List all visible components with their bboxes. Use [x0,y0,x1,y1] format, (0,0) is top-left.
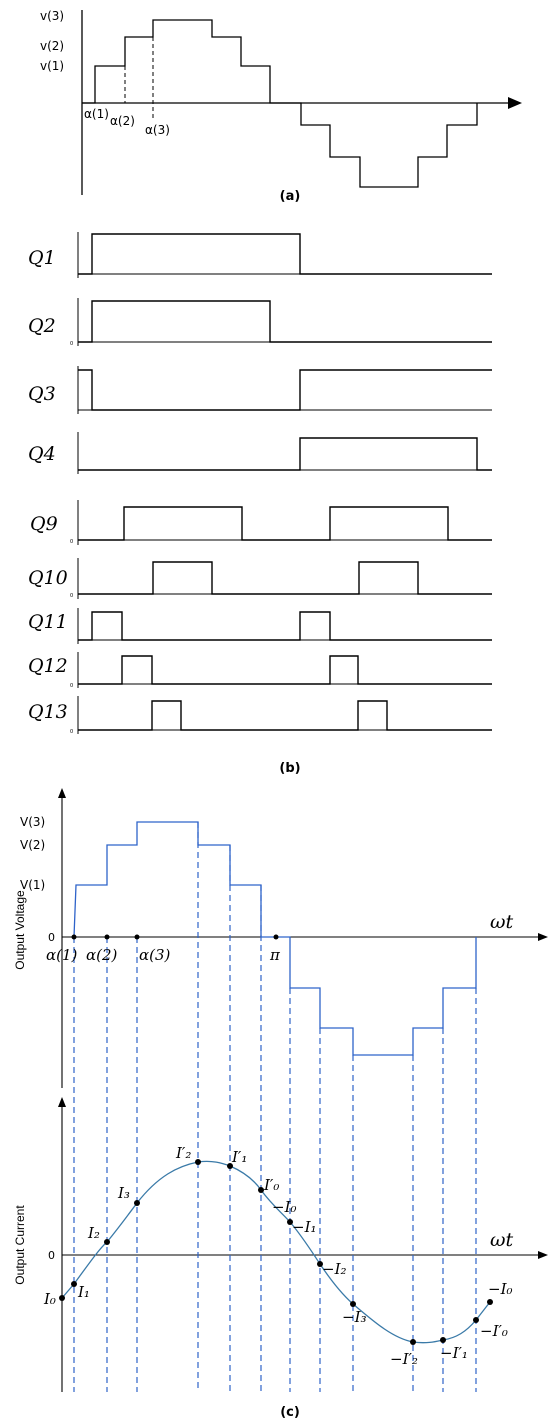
label-neg-I0-end: −I₀ [488,1280,513,1298]
signal-label-q10: Q10 [28,567,68,589]
caption-a: (a) [280,189,301,204]
current-point-labels: I₀ I₁ I₂ I₃ I′₂ I′₁ I′₀ −I₀ −I₁ −I₂ −I₃ … [43,1144,513,1368]
signal-wave-q1 [78,233,492,275]
voltage-level-v3: V(3) [20,815,45,829]
voltage-x-arrow [538,933,548,941]
caption-c: (c) [280,1405,300,1420]
signal-row-q2: Q2 0 [28,298,492,347]
label-I1: I₁ [77,1283,90,1301]
signal-label-q9: Q9 [30,513,58,535]
signal-row-q12: Q12 0 [28,652,492,689]
zero-mark-q12: 0 [70,683,73,689]
label-I-prime-2: I′₂ [175,1144,191,1162]
label-neg-I0: −I₀ [272,1198,297,1216]
label-neg-I-prime-0: −I′₀ [480,1322,508,1340]
signal-label-q11: Q11 [28,611,68,633]
signal-row-q3: Q3 [28,366,492,414]
voltage-level-v2: V(2) [20,838,45,852]
label-neg-I-prime-1: −I′₁ [440,1344,468,1362]
panel-c: Output Voltage Output Current V(3) V(2) … [13,788,548,1420]
signal-label-q4: Q4 [28,443,56,465]
alpha-c-1: α(1) [46,946,78,964]
current-zero: 0 [48,1249,55,1262]
zero-mark-q9: 0 [70,539,73,545]
signal-label-q1: Q1 [28,247,56,269]
alpha-label-1: α(1) [84,107,109,121]
panel-a-staircase [82,19,478,188]
signal-wave-q3 [78,369,492,411]
current-x-arrow [538,1251,548,1259]
label-neg-I-prime-2: −I′₂ [390,1350,418,1368]
voltage-y-arrow [58,788,66,798]
voltage-axis-title: Output Voltage [13,890,27,970]
signal-wave-q4 [78,437,492,471]
signal-row-q11: Q11 [28,608,492,644]
panel-a: v(3) v(2) v(1) α(1) α(2) α(3) (a) [40,9,522,204]
signal-wave-q2 [78,300,492,343]
signal-wave-q13 [78,700,492,731]
signal-label-q13: Q13 [28,701,68,723]
signal-label-q2: Q2 [28,315,56,337]
signal-wave-q11 [78,611,492,641]
zero-mark-q2: 0 [70,341,73,347]
pi-label: π [269,946,281,964]
current-waveform [61,1160,491,1344]
current-y-arrow [58,1097,66,1107]
signal-wave-q9 [78,506,492,541]
label-neg-I2: −I₂ [322,1260,347,1278]
signal-row-q10: Q10 0 [28,558,492,599]
label-I2: I₂ [87,1224,100,1242]
alpha-c-3: α(3) [139,946,171,964]
voltage-zero: 0 [48,931,55,944]
signal-label-q12: Q12 [28,655,68,677]
signal-row-q9: Q9 0 [30,500,492,545]
label-neg-I1: −I₁ [292,1218,317,1236]
omega-t-label-voltage: ωt [490,911,513,933]
signal-row-q4: Q4 [28,432,492,474]
level-label-v2: v(2) [40,39,64,53]
label-neg-I3: −I₃ [342,1308,367,1326]
alpha-label-3: α(3) [145,123,170,137]
label-I-prime-0: I′₀ [263,1176,279,1194]
current-axis-title: Output Current [13,1205,27,1285]
alpha-c-2: α(2) [86,946,118,964]
label-I3: I₃ [117,1184,130,1202]
signal-row-q1: Q1 [28,232,492,278]
current-sample-dots [59,1159,493,1345]
level-label-v3: v(3) [40,9,64,23]
zero-mark-q10: 0 [70,593,73,599]
panel-a-arrowhead [508,97,522,109]
signal-row-q13: Q13 0 [28,696,492,735]
guide-lines [73,822,477,1392]
alpha-label-2: α(2) [110,114,135,128]
level-label-v1: v(1) [40,59,64,73]
caption-b: (b) [279,761,300,776]
voltage-zero-dots [71,934,279,940]
label-I-prime-1: I′₁ [231,1148,247,1166]
label-I0: I₀ [43,1290,56,1308]
zero-mark-q13: 0 [70,729,73,735]
signal-label-q3: Q3 [28,383,56,405]
signal-wave-q10 [78,561,492,595]
omega-t-label-current: ωt [490,1229,513,1251]
panel-b: Q1 Q2 0 Q3 Q4 Q9 0 [28,232,492,776]
signal-wave-q12 [78,655,492,685]
voltage-level-v1: V(1) [20,878,45,892]
